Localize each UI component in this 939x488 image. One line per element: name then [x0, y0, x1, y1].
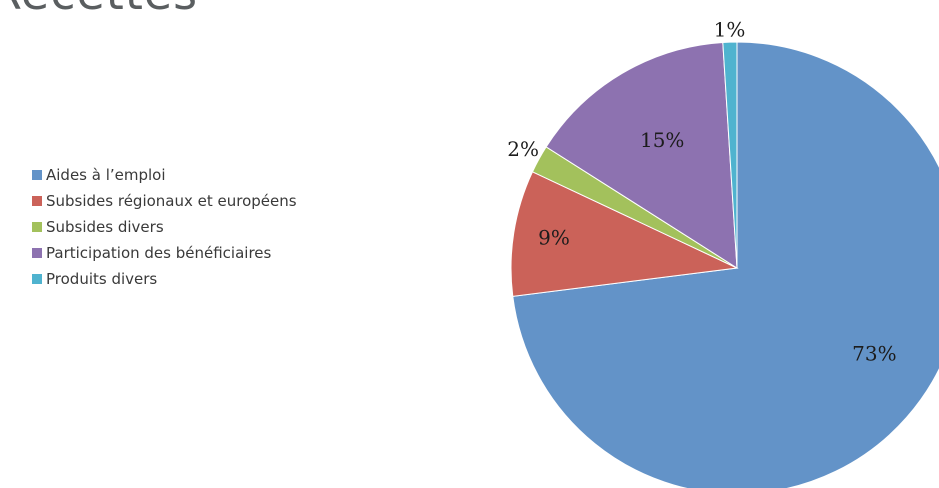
- slice-label: 2%: [507, 137, 539, 161]
- legend-label: Participation des bénéficiaires: [46, 244, 272, 262]
- slice-label: 1%: [714, 17, 746, 41]
- legend-swatch: [32, 222, 42, 232]
- legend-item-aides-emploi: Aides à l’emploi: [32, 162, 297, 188]
- legend-label: Subsides régionaux et européens: [46, 192, 297, 210]
- legend-item-subsides-regionaux: Subsides régionaux et européens: [32, 188, 297, 214]
- legend-item-subsides-divers: Subsides divers: [32, 214, 297, 240]
- chart-legend: Aides à l’emploi Subsides régionaux et e…: [32, 162, 297, 292]
- legend-item-participation: Participation des bénéficiaires: [32, 240, 297, 266]
- page-title: Recettes: [0, 0, 198, 20]
- slice-label: 15%: [640, 128, 684, 152]
- slice-label: 9%: [538, 226, 570, 250]
- pie-slice: [722, 41, 738, 269]
- slice-label: 73%: [852, 342, 896, 366]
- legend-swatch: [32, 170, 42, 180]
- pie-slice: [512, 41, 939, 488]
- legend-swatch: [32, 196, 42, 206]
- legend-label: Aides à l’emploi: [46, 166, 166, 184]
- legend-item-produits-divers: Produits divers: [32, 266, 297, 292]
- legend-swatch: [32, 248, 42, 258]
- legend-label: Produits divers: [46, 270, 158, 288]
- legend-swatch: [32, 274, 42, 284]
- pie-slice: [510, 171, 739, 297]
- legend-label: Subsides divers: [46, 218, 164, 236]
- pie-slice: [545, 41, 738, 269]
